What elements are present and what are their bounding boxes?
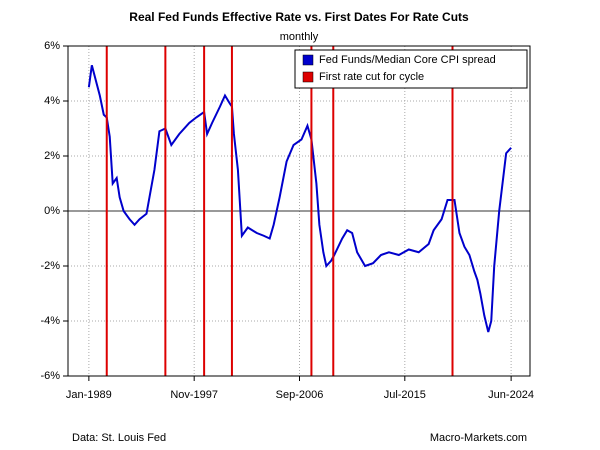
chart-title: Real Fed Funds Effective Rate vs. First …: [129, 10, 469, 24]
legend-box: [294, 49, 528, 89]
x-tick-label: Nov-1997: [170, 389, 218, 401]
legend-label: Fed Funds/Median Core CPI spread: [319, 54, 496, 66]
y-tick-label: -6%: [40, 370, 60, 382]
legend-swatch: [302, 54, 314, 66]
chart-subtitle: monthly: [280, 31, 319, 43]
plot-frame: [67, 45, 531, 377]
y-tick-label: -2%: [40, 260, 60, 272]
x-tick-label: Jun-2024: [488, 389, 534, 401]
credit-note: Macro-Markets.com: [430, 432, 527, 444]
x-tick-label: Jan-1989: [66, 389, 112, 401]
data-line: [87, 64, 512, 333]
y-tick-label: 2%: [44, 150, 60, 162]
y-tick-label: -4%: [40, 315, 60, 327]
legend-label: First rate cut for cycle: [319, 71, 424, 83]
y-tick-label: 6%: [44, 40, 60, 52]
legend-swatch: [302, 71, 314, 83]
y-tick-label: 0%: [44, 205, 60, 217]
x-tick-label: Sep-2006: [276, 389, 324, 401]
x-tick-label: Jul-2015: [384, 389, 426, 401]
source-note: Data: St. Louis Fed: [72, 432, 166, 444]
y-tick-label: 4%: [44, 95, 60, 107]
